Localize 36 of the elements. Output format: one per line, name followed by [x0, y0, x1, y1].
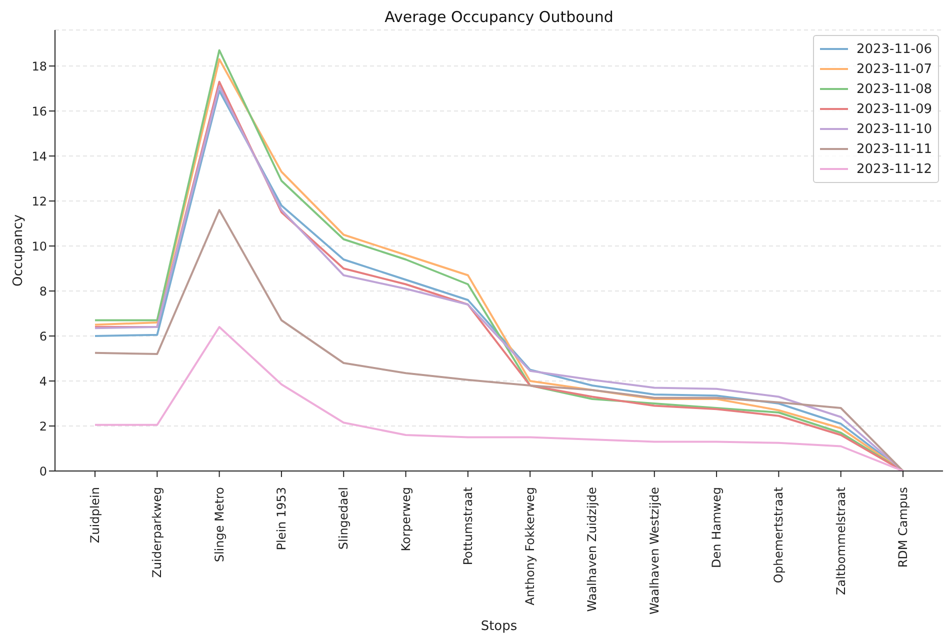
line-series — [94, 326, 904, 471]
y-tick-label: 0 — [39, 464, 47, 478]
x-tick-label: Zaltbommelstraat — [834, 486, 848, 595]
x-tick-label: Pottumstraat — [460, 486, 475, 566]
x-tick-label: Waalhaven Westzijde — [647, 487, 662, 614]
x-tick-label: Slingedael — [336, 487, 351, 550]
chart-title: Average Occupancy Outbound — [384, 8, 614, 26]
legend-label: 2023-11-09 — [856, 102, 932, 116]
x-tick-label: Den Hamweg — [710, 487, 724, 568]
x-tick-label: RDM Campus — [896, 487, 910, 568]
y-tick-label: 4 — [39, 374, 47, 388]
x-tick-label: Zuidplein — [88, 487, 102, 544]
y-tick-label: 18 — [32, 59, 47, 74]
legend-label: 2023-11-08 — [856, 82, 932, 96]
x-tick-label: Anthony Fokkerweg — [523, 487, 538, 606]
x-tick-label: Plein 1953 — [274, 487, 288, 550]
legend-label: 2023-11-10 — [856, 122, 932, 136]
legend-label: 2023-11-06 — [856, 42, 932, 56]
y-tick-label: 10 — [32, 239, 47, 254]
legend-label: 2023-11-07 — [856, 62, 932, 76]
y-tick-label: 8 — [39, 284, 47, 298]
y-tick-label: 14 — [32, 149, 47, 164]
x-tick-label: Waalhaven Zuidzijde — [585, 487, 600, 612]
legend-label: 2023-11-12 — [856, 162, 932, 176]
x-tick-label: Korperweg — [398, 487, 413, 552]
y-tick-label: 16 — [32, 104, 47, 118]
y-tick-label: 2 — [39, 419, 47, 434]
x-tick-label: Slinge Metro — [212, 487, 226, 562]
line-series — [94, 209, 904, 471]
x-tick-label: Ophemertstraat — [772, 486, 786, 584]
x-axis-title: Stops — [480, 619, 518, 634]
y-tick-label: 12 — [32, 194, 47, 208]
legend-label: 2023-11-11 — [856, 142, 932, 156]
y-tick-label: 6 — [39, 329, 47, 344]
y-axis-title: Occupancy — [11, 214, 26, 287]
x-tick-label: Zuiderparkweg — [150, 487, 164, 578]
